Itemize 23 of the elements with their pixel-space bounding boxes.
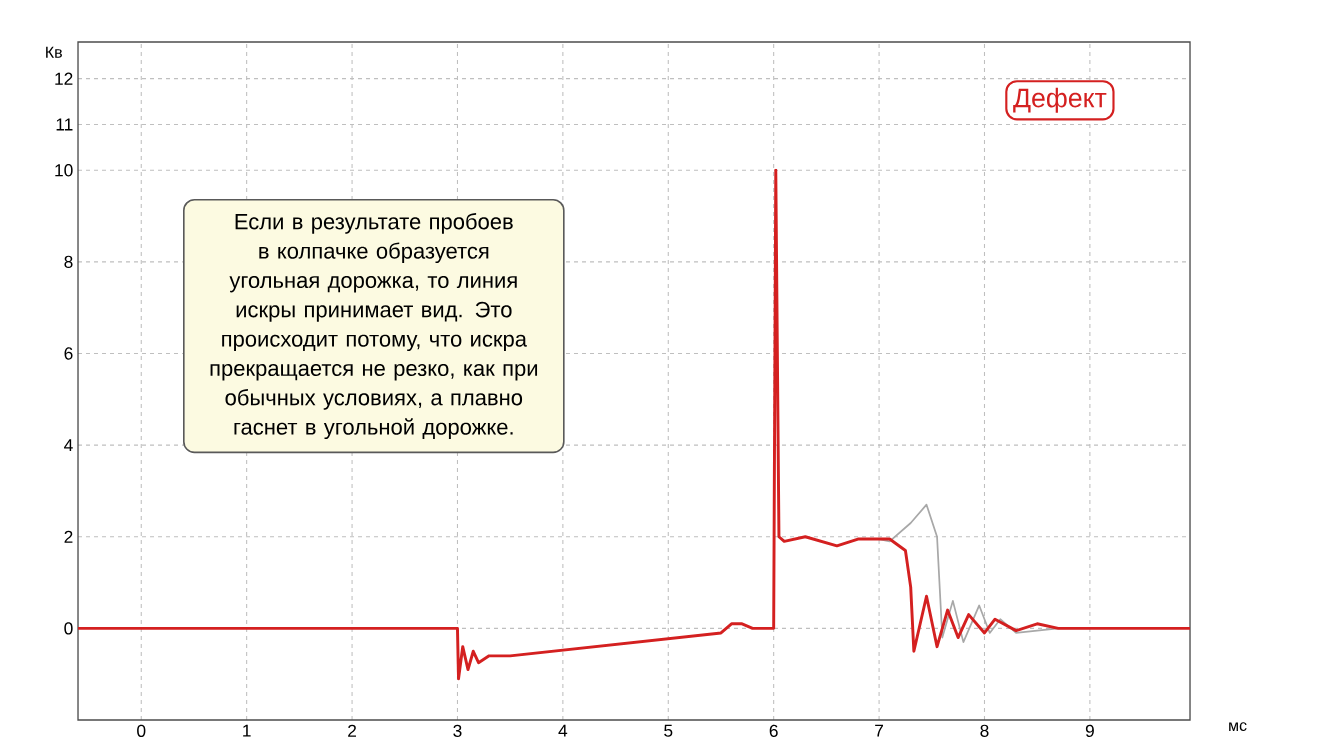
x-tick-label: 5 — [664, 724, 673, 737]
y-tick-label: 8 — [64, 255, 73, 269]
x-tick-label: 9 — [1085, 724, 1094, 737]
x-tick-label: 1 — [243, 724, 251, 737]
line-series — [78, 168, 1191, 681]
y-tick-label: 6 — [64, 347, 73, 360]
x-tick-label: 3 — [453, 724, 462, 737]
x-tick-label: 0 — [137, 724, 146, 737]
y-tick-label: 2 — [64, 530, 73, 543]
y-tick-label: 11 — [56, 118, 73, 131]
x-axis-title: мс — [1229, 722, 1247, 732]
annotation: Если в результате пробоев в колпачке образуется угольная дорожка, то линия искры принимает вид. Это происходит потому, что искра прекращается не резко, как при обычных условиях, а плавно гаснет в угольной дорожке. — [210, 213, 538, 440]
x-tick-label: 7 — [875, 724, 884, 737]
x-tick-label: 8 — [980, 724, 989, 737]
y-tick-label: 4 — [64, 439, 73, 452]
x-tick-label: 2 — [348, 724, 356, 737]
y-axis-title: Кв — [46, 46, 62, 58]
annotation: Дефект — [1013, 87, 1107, 113]
y-tick-label: 12 — [55, 72, 73, 85]
x-tick-label: 6 — [769, 724, 778, 737]
y-tick-label: 10 — [55, 164, 73, 177]
y-tick-label: 0 — [64, 622, 73, 635]
x-tick-label: 4 — [558, 724, 568, 737]
